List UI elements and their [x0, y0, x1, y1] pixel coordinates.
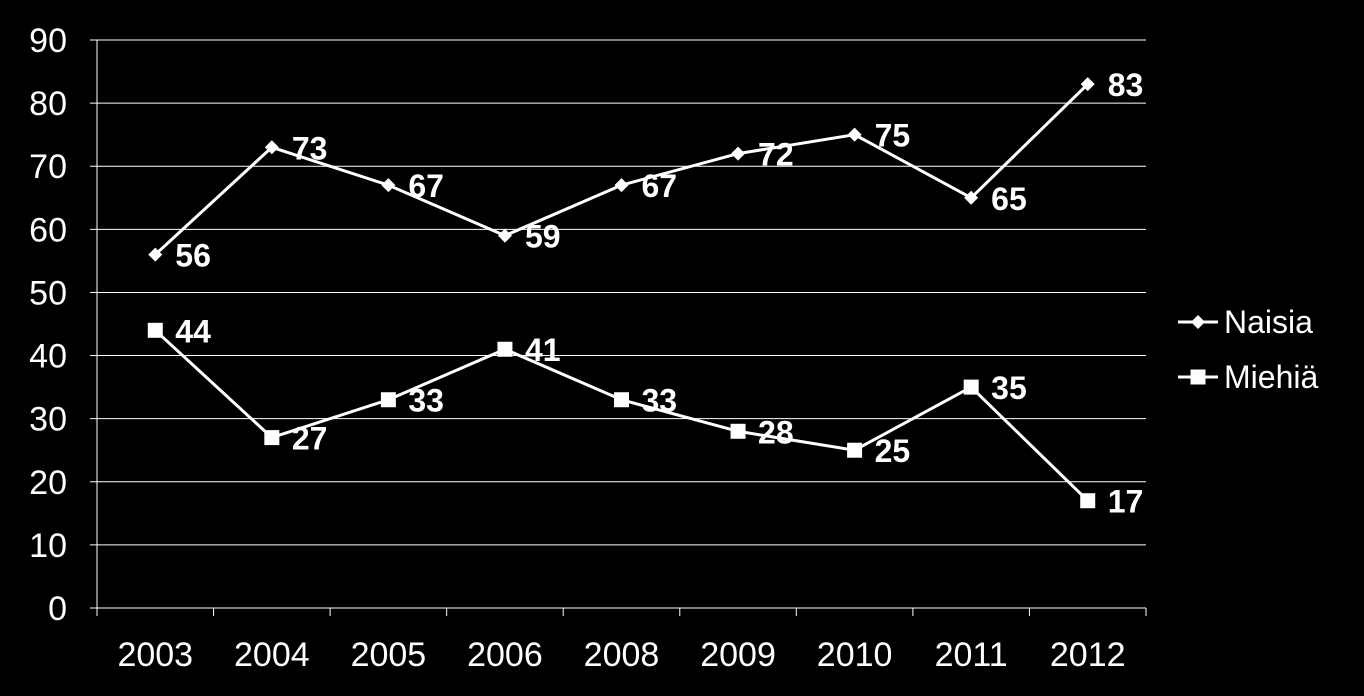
data-point-diamond	[497, 228, 512, 243]
data-label: 28	[758, 414, 794, 450]
legend-label: Miehiä	[1224, 359, 1318, 395]
data-label: 73	[292, 130, 328, 166]
data-label: 75	[875, 118, 911, 154]
data-point-square	[497, 341, 513, 357]
y-tick-label: 50	[29, 274, 67, 312]
data-point-diamond	[1080, 77, 1095, 92]
x-tick-label: 2010	[817, 636, 893, 674]
x-tick-label: 2009	[700, 636, 776, 674]
data-point-diamond	[148, 247, 163, 262]
x-tick-label: 2005	[351, 636, 427, 674]
legend: Naisia Miehiä	[1178, 304, 1318, 395]
data-label: 56	[175, 238, 211, 274]
axes: 0 10 20 30 40 50 60 70 80 90 2003 2004 2005 2006 2008 2…	[29, 22, 1147, 674]
data-label: 27	[292, 421, 328, 457]
data-point-diamond	[264, 140, 279, 155]
data-point-square	[380, 392, 396, 408]
data-label: 17	[1108, 484, 1144, 520]
x-tick-label: 2008	[584, 636, 660, 674]
data-label: 41	[525, 332, 561, 368]
data-label: 35	[991, 370, 1027, 406]
data-point-square	[963, 379, 979, 395]
data-point-square	[730, 423, 746, 439]
data-label: 59	[525, 219, 561, 255]
data-point-square	[847, 442, 863, 458]
data-label: 67	[408, 168, 444, 204]
data-point-diamond	[614, 178, 629, 193]
y-tick-label: 60	[29, 211, 67, 249]
data-label: 72	[758, 137, 794, 173]
x-tick-label: 2003	[117, 636, 193, 674]
y-tick-label: 10	[29, 527, 67, 565]
data-label: 25	[875, 433, 911, 469]
data-point-square	[264, 430, 280, 446]
data-label: 65	[991, 181, 1027, 217]
data-label: 83	[1108, 67, 1144, 103]
x-tick-label: 2006	[467, 636, 543, 674]
gridlines	[97, 39, 1146, 546]
x-tick-label: 2004	[234, 636, 310, 674]
x-tick-label: 2012	[1050, 636, 1126, 674]
data-label: 67	[642, 168, 678, 204]
y-tick-label: 90	[29, 22, 67, 60]
y-tick-label: 40	[29, 338, 67, 376]
y-tick-label: 80	[29, 85, 67, 123]
data-point-diamond	[731, 146, 746, 161]
data-point-diamond	[381, 178, 396, 193]
y-tick-label: 0	[48, 590, 67, 628]
data-point-diamond	[964, 190, 979, 205]
data-label: 44	[175, 313, 211, 349]
series-group	[147, 77, 1096, 509]
data-point-diamond	[1191, 315, 1205, 329]
y-tick-label: 20	[29, 464, 67, 502]
x-tick-label: 2011	[935, 636, 1008, 674]
data-point-square	[147, 322, 163, 338]
data-point-square	[1080, 493, 1096, 509]
data-label: 33	[642, 383, 678, 419]
data-point-diamond	[847, 127, 862, 142]
y-tick-label: 30	[29, 401, 67, 439]
data-labels: 56 73 67 59 67 72 75 65 83 44 27 33 41 33 28 25 35 17	[175, 67, 1143, 520]
data-point-square	[614, 392, 629, 408]
y-tick-label: 70	[29, 148, 67, 186]
legend-label: Naisia	[1224, 304, 1313, 340]
data-point-square	[1190, 369, 1206, 385]
data-label: 33	[408, 383, 444, 419]
